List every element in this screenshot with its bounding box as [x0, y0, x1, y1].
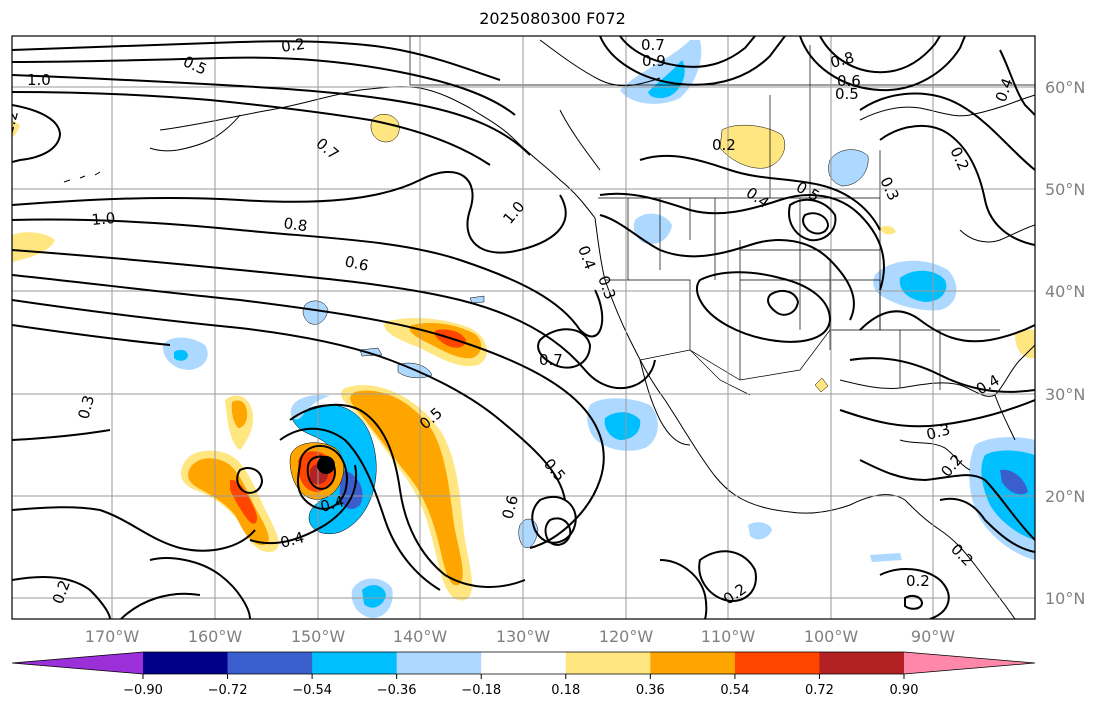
- contour-label: 0.3: [924, 420, 952, 444]
- lon-label: 110°W: [701, 627, 756, 646]
- contour-label: 1.0: [91, 209, 116, 229]
- contour-lines: [12, 36, 1035, 619]
- pos-fill-band: [340, 385, 473, 601]
- lon-labels: 170°W 160°W 150°W 140°W 130°W 120°W 110°…: [85, 627, 955, 646]
- contour-label: 1.0: [27, 71, 51, 89]
- colorbar-segment: [481, 652, 567, 674]
- colorbar-segment: [650, 652, 736, 674]
- contour-label: 0.2: [906, 572, 930, 590]
- lon-label: 130°W: [496, 627, 551, 646]
- lon-label: 160°W: [188, 627, 243, 646]
- colorbar-extension-high: [904, 652, 1035, 674]
- colorbar-tick-label: 0.90: [890, 683, 919, 698]
- contour-label: 0.4: [278, 528, 306, 552]
- lat-label: 20°N: [1045, 487, 1085, 506]
- neg-fill-bc-north-mid: [648, 60, 685, 99]
- neg-fill-west-mid: [633, 213, 672, 245]
- lon-label: 120°W: [599, 627, 654, 646]
- colorbar-segment: [312, 652, 398, 674]
- pos-fill-west-north-mid: [231, 400, 248, 428]
- lon-label: 100°W: [804, 627, 859, 646]
- colorbar-extension-low: [12, 652, 143, 674]
- colorbar-tick-label: −0.72: [208, 683, 248, 698]
- lat-label: 40°N: [1045, 282, 1085, 301]
- pos-fill-w-edge2: [12, 120, 20, 138]
- colorbar-segment: [734, 652, 820, 674]
- colorbar-tick-label: 0.72: [805, 683, 834, 698]
- colorbar-tick-label: −0.36: [377, 683, 417, 698]
- neg-fill-canada: [828, 149, 869, 187]
- neg-fill-small6: [469, 295, 485, 304]
- colorbar-tick-label: −0.54: [292, 683, 332, 698]
- contour-label: 0.7: [539, 351, 563, 369]
- contour-label: 0.8: [828, 48, 856, 72]
- lon-label: 170°W: [85, 627, 140, 646]
- contour-label: 1.2: [0, 108, 22, 136]
- lat-label: 10°N: [1045, 589, 1085, 608]
- lat-label: 60°N: [1045, 78, 1085, 97]
- lon-label: 150°W: [291, 627, 346, 646]
- map-title: 2025080300 F072: [479, 9, 626, 28]
- contour-label: 0.2: [280, 35, 306, 56]
- colorbar-segment: [143, 652, 229, 674]
- neg-fill-south-mid: [362, 585, 386, 608]
- pos-fill-west-high: [230, 479, 258, 524]
- neg-fill-lakes-mid: [899, 270, 947, 302]
- lat-label: 50°N: [1045, 180, 1085, 199]
- contour-label: 0.8: [282, 214, 308, 235]
- contour-label: 0.2: [712, 136, 736, 154]
- lon-label: 90°W: [911, 627, 955, 646]
- coastlines: [63, 39, 1035, 619]
- map-border: [11, 35, 1036, 620]
- pos-fill-small-tx: [814, 377, 829, 393]
- colorbar-tick-label: −0.18: [461, 683, 501, 698]
- colorbar-tick-label: 0.36: [636, 683, 665, 698]
- pos-fill-band-mid: [350, 390, 463, 586]
- storm-center-marker: [317, 456, 335, 474]
- lon-label: 140°W: [393, 627, 448, 646]
- colorbar-segment: [227, 652, 313, 674]
- neg-fill-small3: [870, 553, 902, 562]
- neg-fill-carib-high: [1000, 469, 1028, 495]
- colorbar-tick-label: −0.90: [123, 683, 163, 698]
- colorbar-segment: [819, 652, 905, 674]
- colorbar: −0.90 −0.72 −0.54 −0.36 −0.18 0.18 0.36 0.54 0.7…: [11, 651, 1036, 698]
- colorbar-tick-label: 0.18: [551, 683, 580, 698]
- pos-fill-w-edge: [12, 232, 55, 262]
- pos-fill-se: [1015, 329, 1035, 359]
- colorbar-segment: [565, 652, 651, 674]
- neg-fill-small4: [359, 347, 383, 357]
- contour-label: 0.7: [641, 36, 665, 54]
- shaded-fields: [12, 40, 1035, 618]
- colorbar-tick-label: 0.54: [720, 683, 749, 698]
- neg-fill-bc-north: [620, 40, 702, 104]
- contour-label: 0.5: [835, 85, 859, 103]
- pos-fill-west-mid: [188, 458, 269, 545]
- pos-fill-lakes: [880, 225, 896, 235]
- contour-label: 0.6: [498, 493, 522, 521]
- neg-fill-pac-west-mid: [174, 349, 188, 361]
- graticule: [12, 36, 1035, 619]
- lat-labels: 60°N 50°N 40°N 30°N 20°N 10°N: [1045, 78, 1085, 608]
- contour-label: 0.3: [74, 393, 98, 421]
- lat-label: 30°N: [1045, 385, 1085, 404]
- neg-fill-small2: [748, 522, 772, 540]
- contour-label: 0.6: [837, 72, 861, 90]
- contour-label: 0.4: [318, 492, 346, 516]
- colorbar-segment: [396, 652, 482, 674]
- contour-label: 0.9: [642, 52, 666, 70]
- contour-label: 0.6: [343, 252, 370, 275]
- neg-fill-mex-mid: [604, 412, 641, 440]
- pos-fill-canada: [719, 124, 786, 169]
- neg-fill-carib-mid: [981, 450, 1035, 540]
